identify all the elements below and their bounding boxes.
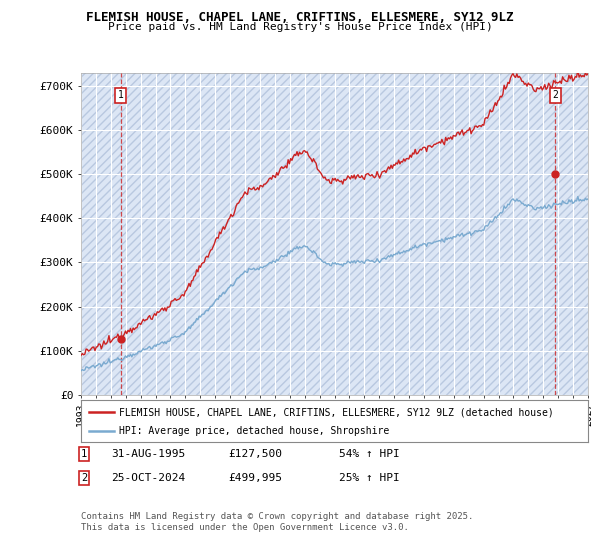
Text: £127,500: £127,500 [228, 449, 282, 459]
Text: FLEMISH HOUSE, CHAPEL LANE, CRIFTINS, ELLESMERE, SY12 9LZ (detached house): FLEMISH HOUSE, CHAPEL LANE, CRIFTINS, EL… [119, 407, 554, 417]
Text: 1: 1 [81, 449, 87, 459]
Text: 54% ↑ HPI: 54% ↑ HPI [339, 449, 400, 459]
Text: £499,995: £499,995 [228, 473, 282, 483]
Text: 1: 1 [118, 90, 124, 100]
Text: 2: 2 [81, 473, 87, 483]
Text: Contains HM Land Registry data © Crown copyright and database right 2025.
This d: Contains HM Land Registry data © Crown c… [81, 512, 473, 532]
Text: Price paid vs. HM Land Registry's House Price Index (HPI): Price paid vs. HM Land Registry's House … [107, 22, 493, 32]
Text: 31-AUG-1995: 31-AUG-1995 [111, 449, 185, 459]
Text: 25-OCT-2024: 25-OCT-2024 [111, 473, 185, 483]
Text: FLEMISH HOUSE, CHAPEL LANE, CRIFTINS, ELLESMERE, SY12 9LZ: FLEMISH HOUSE, CHAPEL LANE, CRIFTINS, EL… [86, 11, 514, 24]
Text: 25% ↑ HPI: 25% ↑ HPI [339, 473, 400, 483]
Text: 2: 2 [553, 90, 558, 100]
Text: HPI: Average price, detached house, Shropshire: HPI: Average price, detached house, Shro… [119, 426, 389, 436]
